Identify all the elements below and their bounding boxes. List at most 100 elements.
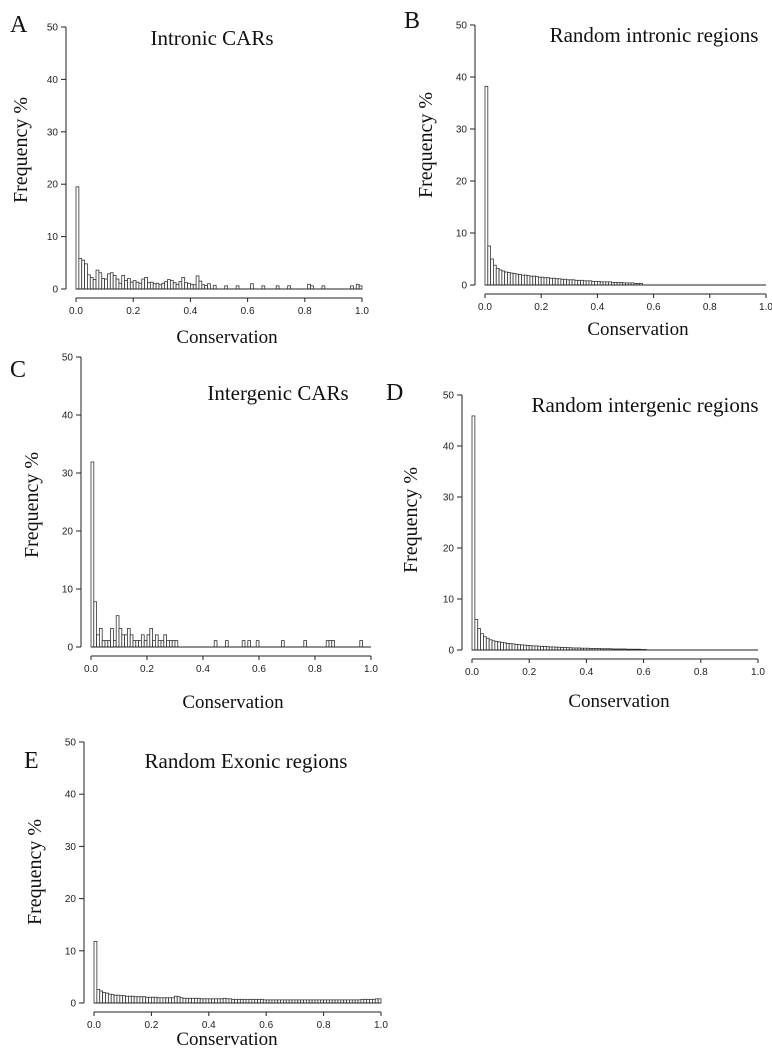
panel-e-bar [188, 997, 192, 1004]
panel-c-bar [93, 601, 98, 648]
panel-d-bar [534, 645, 539, 651]
panel-a-x-label: Conservation [176, 327, 278, 348]
panel-b-bar [495, 267, 500, 286]
panel-e-bar [360, 998, 365, 1004]
panel-b-bar [552, 277, 556, 286]
panel-c-x-tick-label: 1.0 [364, 664, 378, 675]
panel-c-y-tick-label: 20 [62, 527, 74, 538]
panel-a-bar [95, 269, 100, 290]
panel-d-y-tick-label: 50 [443, 391, 455, 402]
panel-b-bar [549, 277, 553, 286]
panel-d-bar [517, 644, 522, 651]
panel-d-bar [511, 643, 516, 651]
panel-b-bar [546, 277, 551, 286]
panel-a-bar [84, 263, 88, 290]
panel-c-bar [174, 640, 179, 648]
panel-c-y-tick-label: 0 [67, 643, 73, 654]
panel-e-bar [205, 998, 210, 1004]
panel-b-bar [574, 279, 579, 286]
panel-c-bar [140, 634, 145, 648]
panel-e-bar [173, 995, 178, 1004]
panel-c-bar [280, 640, 285, 648]
panel-c-bar [149, 628, 154, 648]
panel-b-y-tick-label: 40 [456, 73, 468, 84]
panel-e-y-tick-label: 40 [65, 790, 77, 801]
panel-c-x-tick-label: 0.6 [252, 664, 266, 675]
panel-b-bar [560, 278, 565, 286]
panel-b-bar [543, 277, 548, 286]
panel-b-x-tick-label: 0.0 [478, 302, 492, 313]
panel-c-bar [121, 634, 126, 648]
panel-a-bar [147, 282, 151, 290]
panel-e-bar [122, 995, 126, 1004]
panel-c-bar [163, 634, 168, 648]
panel-e-y-tick-label: 20 [65, 894, 77, 905]
panel-b-bar [498, 269, 503, 286]
panel-e-bar [139, 996, 144, 1004]
panel-a-bar [204, 284, 208, 290]
panel-e-bar [113, 994, 118, 1004]
panel-d-bar [543, 646, 547, 651]
panel-d-bar [503, 642, 507, 651]
panel-e-bar [133, 996, 138, 1004]
panel-a-x-tick-label: 1.0 [355, 306, 369, 317]
panel-a-y-tick-label: 30 [47, 127, 59, 138]
panel-a-bar [175, 283, 180, 290]
panel-a-bar [141, 278, 146, 290]
panel-e-letter: E [24, 748, 39, 774]
panel-a-bar [181, 277, 186, 290]
panel-a-bar [195, 275, 200, 290]
panel-a-bar [189, 283, 194, 290]
panel-e-x-tick-label: 1.0 [374, 1020, 388, 1031]
panel-a-bar [192, 284, 197, 290]
panel-e-bar [156, 997, 161, 1004]
panel-a-bar [250, 283, 254, 290]
panel-c-bar [224, 640, 229, 648]
panel-d-x-tick-label: 0.4 [579, 667, 593, 678]
panel-e-bar [366, 998, 370, 1004]
panel-e-x-tick-label: 0.2 [144, 1020, 158, 1031]
panel-e-bar [196, 997, 201, 1004]
panel-a-bar [87, 274, 91, 290]
panel-b-bar [507, 272, 511, 286]
panel-b-bar [509, 272, 514, 286]
panel-a-bar [212, 284, 217, 290]
panel-c-title: Intergenic CARs [207, 381, 348, 405]
panel-b-bar [585, 280, 590, 286]
panel-a-bar [158, 284, 163, 290]
panel-e-bar [191, 997, 195, 1004]
panel-a-bar [112, 274, 117, 290]
panel-e-bar [168, 997, 172, 1004]
panel-e-bar [125, 995, 129, 1004]
panel-d-letter: D [386, 380, 403, 406]
panel-d-x-tick-label: 1.0 [751, 667, 765, 678]
panel-e-y-label: Frequency % [24, 819, 46, 925]
panel-d-bar [497, 641, 501, 651]
panel-e-x-tick-label: 0.0 [87, 1020, 101, 1031]
panel-c-bar [146, 634, 151, 648]
panel-a-bar [109, 272, 114, 290]
panel-d-bar [537, 645, 542, 651]
panel-e-bar [254, 998, 258, 1004]
panel-e-bar [145, 996, 149, 1004]
panel-a-y-tick-label: 20 [47, 180, 59, 191]
panel-d-y-tick-label: 0 [448, 646, 454, 657]
panel-b-bar [571, 279, 576, 286]
panel-b-bar [557, 278, 562, 286]
panel-d-bar [485, 637, 490, 651]
panel-a-x-tick-label: 0.6 [241, 306, 255, 317]
panel-c-bar [124, 634, 128, 648]
panel-d-y-label: Frequency % [400, 467, 422, 573]
panel-b-bar [523, 274, 528, 286]
panel-b-bar [490, 258, 494, 286]
panel-d-title: Random intergenic regions [531, 393, 758, 417]
panel-b-bar [580, 279, 584, 286]
panel-b-bar [501, 270, 506, 286]
panel-d-bar [491, 640, 496, 651]
panel-c-bar [127, 628, 131, 648]
panel-e-bar [211, 998, 215, 1004]
panel-e-bar [96, 989, 101, 1004]
panel-a-bar [178, 281, 183, 290]
panel-d-y-tick-label: 10 [443, 595, 455, 606]
panel-e-x-tick-label: 0.6 [259, 1020, 273, 1031]
